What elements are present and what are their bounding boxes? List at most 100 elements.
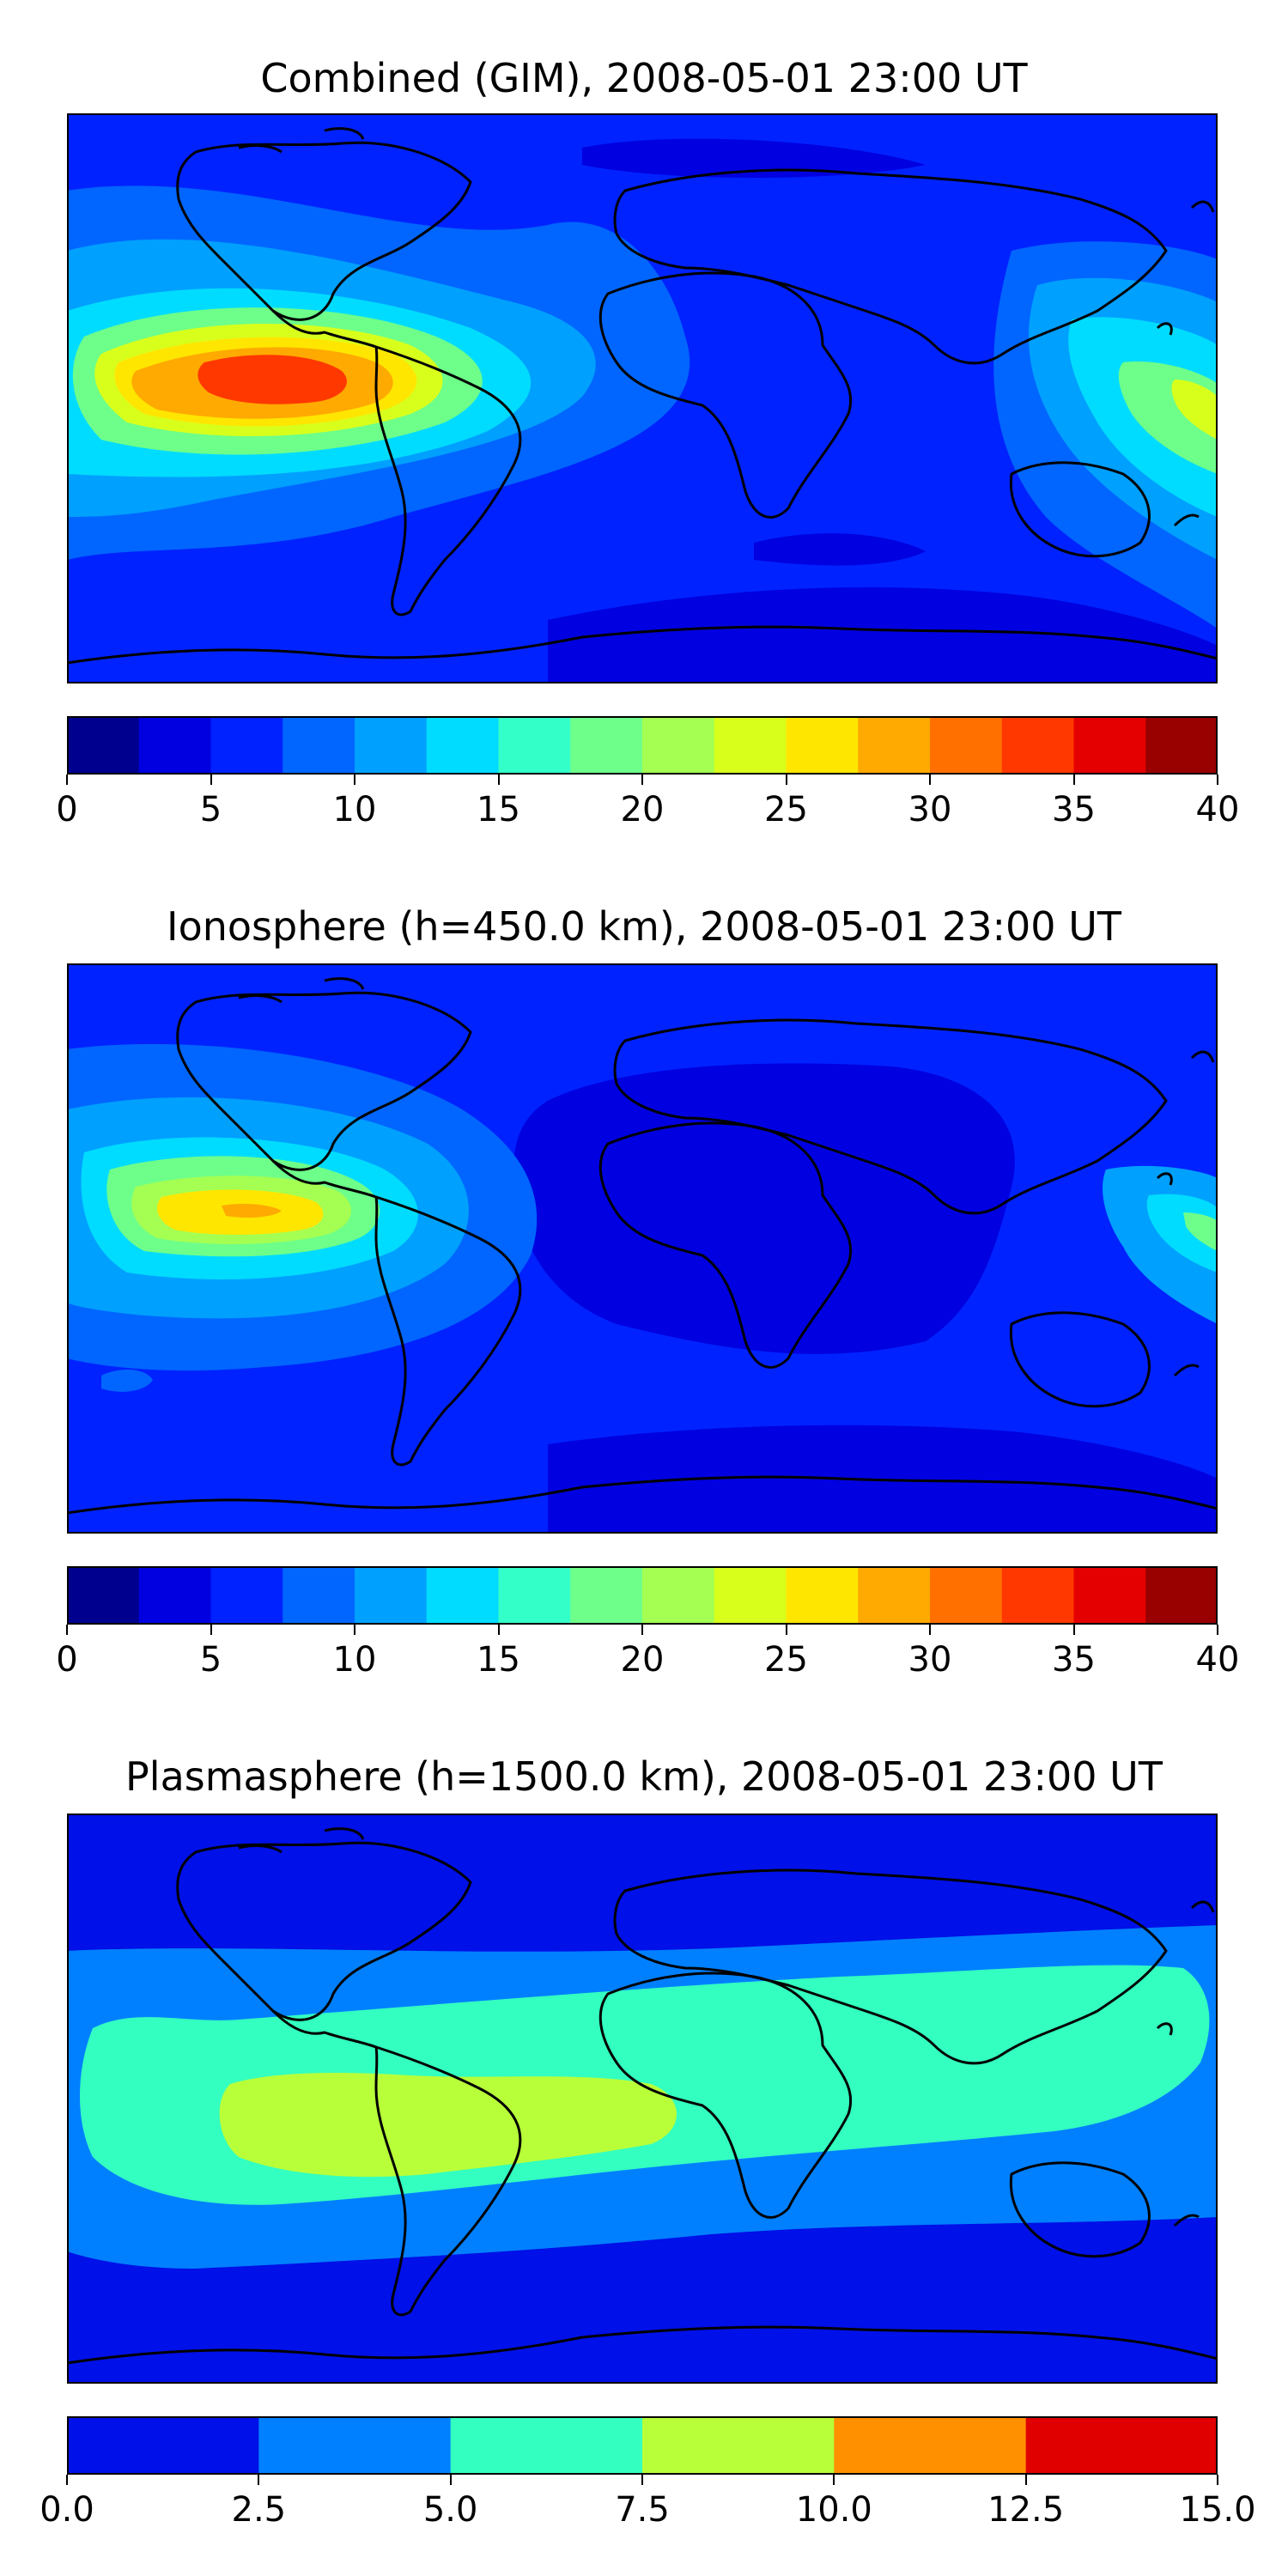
colorbar-tick (210, 1625, 212, 1635)
colorbar-tick (1217, 1625, 1218, 1635)
colorbar-ticks: 0.0 2.5 5.0 7.5 10.0 12.5 15.0 (39, 2475, 1256, 2530)
colorbar-tick (929, 775, 931, 785)
colorbar-tick (641, 775, 643, 785)
map-title: Combined (GIM), 2008-05-01 23:00 UT (260, 55, 1028, 101)
colorbar-tick-label: 25 (764, 1640, 808, 1680)
colorbar-swatch (1145, 1566, 1218, 1625)
panel-ionosphere: Ionosphere (h=450.0 km), 2008-05-01 23:0… (0, 850, 1288, 1709)
colorbar-swatch (498, 1566, 571, 1625)
colorbar-swatch (210, 716, 283, 775)
coastlines (67, 127, 1218, 665)
colorbar-tick (497, 1625, 500, 1635)
colorbar-tick (1217, 2475, 1218, 2485)
tec-map (67, 963, 1218, 1534)
colorbar-swatch (1001, 1566, 1075, 1625)
map-frame (67, 113, 1218, 683)
colorbar-swatch (1025, 2416, 1218, 2475)
colorbar-tick (497, 775, 500, 785)
colorbar-frame (67, 2416, 1218, 2475)
colorbar-swatch (426, 716, 500, 775)
coastlines (67, 1827, 1218, 2365)
colorbar-swatch (498, 716, 571, 775)
map-title: Plasmasphere (h=1500.0 km), 2008-05-01 2… (125, 1753, 1163, 1800)
colorbar-tick-label: 20 (620, 1640, 665, 1680)
colorbar-swatch (642, 1566, 715, 1625)
colorbar-swatch (355, 716, 428, 775)
colorbar-swatch (138, 1566, 212, 1625)
colorbar-frame (67, 1566, 1218, 1625)
panel-combined: Combined (GIM), 2008-05-01 23:00 UT (0, 0, 1288, 859)
colorbar-tick-label: 40 (1195, 790, 1240, 829)
colorbar-tick-label: 0.0 (39, 2490, 94, 2530)
colorbar-swatch (714, 716, 787, 775)
colorbar-tick-label: 0 (56, 1640, 78, 1680)
colorbar-swatch (283, 716, 355, 775)
colorbar-tick-label: 7.5 (615, 2490, 670, 2530)
map-title: Ionosphere (h=450.0 km), 2008-05-01 23:0… (167, 903, 1121, 950)
colorbar-tick (354, 1625, 355, 1635)
colorbar-swatch (67, 2416, 259, 2475)
colorbar-tick (1072, 775, 1075, 785)
colorbar-tick-label: 0 (56, 790, 78, 829)
colorbar-swatch (642, 716, 715, 775)
colorbar-swatch (570, 1566, 643, 1625)
colorbar-swatch (450, 2416, 643, 2475)
colorbar-swatch (930, 1566, 1003, 1625)
colorbar-swatch (1073, 1566, 1146, 1625)
panel-plasmasphere: Plasmasphere (h=1500.0 km), 2008-05-01 2… (0, 1700, 1288, 2576)
colorbar-tick-label: 5.0 (422, 2490, 478, 2530)
colorbar-tick-label: 10 (332, 790, 377, 829)
colorbar-swatch (714, 1566, 787, 1625)
colorbar-tick (449, 2475, 452, 2485)
colorbar-tick (258, 2475, 260, 2485)
colorbar-tick (1072, 1625, 1075, 1635)
colorbar-frame (67, 716, 1218, 775)
colorbar-tick (210, 775, 212, 785)
colorbar-swatch (67, 1566, 140, 1625)
colorbar-tick-label: 25 (764, 790, 808, 829)
colorbar-swatches (67, 2416, 1218, 2475)
colorbar-tick-label: 35 (1052, 790, 1096, 829)
colorbar-swatches (67, 716, 1218, 775)
colorbar-swatch (642, 2416, 835, 2475)
colorbar-ticks: 0 5 10 15 20 25 30 35 40 (56, 1625, 1239, 1680)
colorbar-swatch (1073, 716, 1146, 775)
colorbar-swatch (1145, 716, 1218, 775)
colorbar-tick-label: 15 (477, 1640, 520, 1680)
colorbar-tick-label: 35 (1052, 1640, 1096, 1680)
colorbar-tick (66, 775, 68, 785)
colorbar-tick (929, 1625, 931, 1635)
colorbar-swatch (786, 716, 859, 775)
colorbar-tick (833, 2475, 835, 2485)
colorbar-swatch (67, 716, 140, 775)
colorbar-ticks: 0 5 10 15 20 25 30 35 40 (56, 775, 1239, 829)
colorbar-swatches (67, 1566, 1218, 1625)
colorbar-swatch (426, 1566, 500, 1625)
colorbar-swatch (1001, 716, 1075, 775)
colorbar-tick-label: 10 (332, 1640, 377, 1680)
colorbar-swatch (858, 716, 931, 775)
map-frame (67, 963, 1218, 1534)
colorbar-tick (785, 1625, 787, 1635)
map-frame (67, 1814, 1218, 2384)
tec-contours (67, 138, 1218, 683)
colorbar-swatch (210, 1566, 283, 1625)
colorbar-swatch (570, 716, 643, 775)
colorbar-tick-label: 30 (908, 1640, 952, 1680)
colorbar (67, 716, 1218, 775)
colorbar (67, 2416, 1218, 2475)
colorbar-tick-label: 15 (477, 790, 520, 829)
colorbar-tick (641, 1625, 643, 1635)
colorbar-tick-label: 12.5 (987, 2490, 1065, 2530)
colorbar-swatch (355, 1566, 428, 1625)
colorbar-tick (1024, 2475, 1027, 2485)
colorbar-tick-label: 10.0 (795, 2490, 872, 2530)
colorbar-tick (66, 1625, 68, 1635)
colorbar-tick (354, 775, 355, 785)
colorbar-swatch (858, 1566, 931, 1625)
coastlines (67, 977, 1218, 1515)
colorbar-tick-label: 5 (199, 790, 222, 829)
colorbar-tick (66, 2475, 68, 2485)
colorbar-swatch (258, 2416, 452, 2475)
colorbar-tick (641, 2475, 643, 2485)
